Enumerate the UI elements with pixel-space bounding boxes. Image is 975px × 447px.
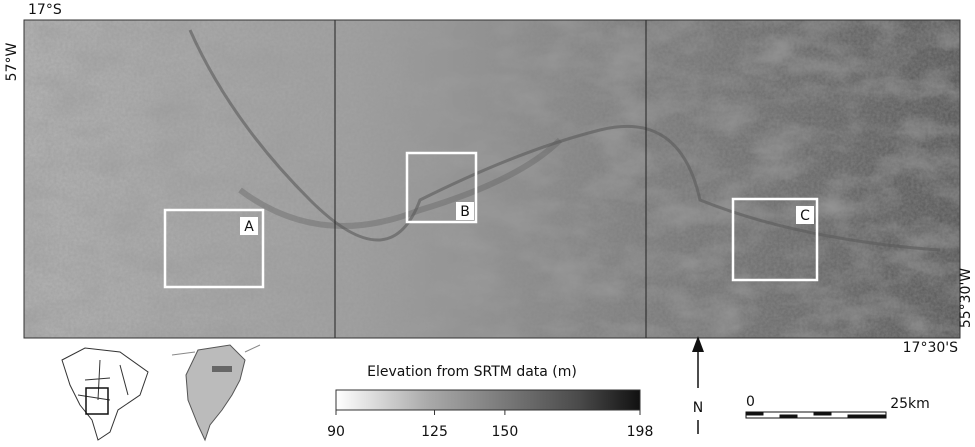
box-label: B: [460, 204, 470, 220]
colorbar-tick-label: 90: [327, 424, 345, 440]
scale-end: 25km: [890, 396, 930, 412]
box-label: A: [244, 219, 254, 235]
legend-title: Elevation from SRTM data (m): [367, 364, 577, 380]
north-label: N: [693, 400, 703, 416]
colorbar-tick-label: 125: [421, 424, 448, 440]
scale-bar: [746, 412, 886, 418]
box-label: C: [800, 208, 810, 224]
corner-lat: 17°S: [28, 2, 62, 18]
scale-start: 0: [746, 394, 755, 410]
north-arrow: [692, 336, 704, 434]
colorbar: [336, 390, 640, 410]
inset-brazil: [62, 348, 148, 440]
elevation-map: [24, 20, 960, 338]
corner-lat: 17°30'S: [903, 340, 958, 356]
inset-state: [172, 345, 260, 440]
colorbar-tick-label: 198: [627, 424, 654, 440]
figure: A B C 17°S 57°W 55°30'W 17°30'S Elevatio…: [0, 0, 975, 443]
corner-lon: 55°30'W: [958, 268, 974, 328]
corner-lon: 57°W: [4, 43, 20, 82]
colorbar-tick-label: 150: [492, 424, 519, 440]
